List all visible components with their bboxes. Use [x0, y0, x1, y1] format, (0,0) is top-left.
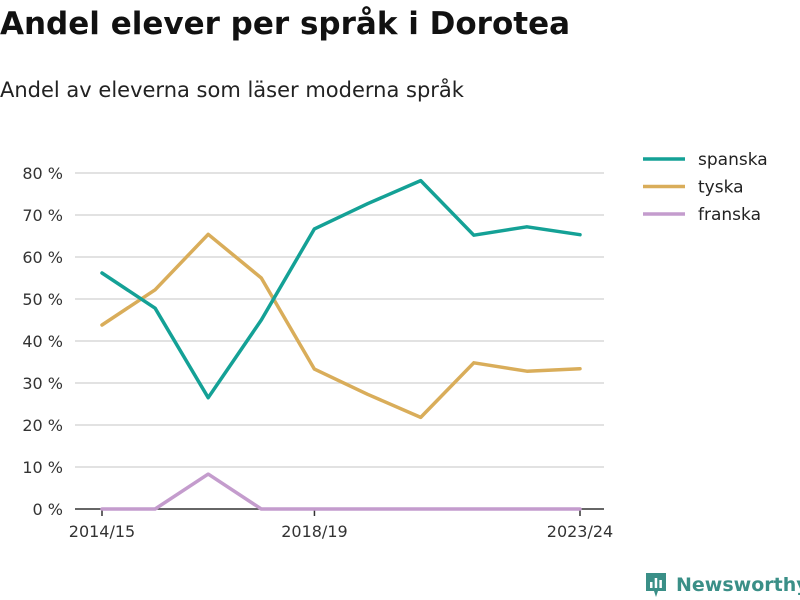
series-line-franska [100, 472, 582, 511]
y-tick-label: 20 % [22, 416, 63, 435]
y-tick-label: 0 % [33, 500, 63, 519]
chart-subtitle: Andel av eleverna som läser moderna språ… [0, 78, 464, 102]
y-tick-label: 80 % [22, 164, 63, 183]
series-line-spanska [100, 178, 582, 400]
y-tick-label: 60 % [22, 248, 63, 267]
newsworthy-icon [646, 573, 666, 597]
y-tick-label: 70 % [22, 206, 63, 225]
series-lines [100, 178, 582, 511]
y-tick-label: 50 % [22, 290, 63, 309]
x-tick-label: 2018/19 [281, 522, 347, 541]
y-tick-label: 40 % [22, 332, 63, 351]
brand-name: Newsworthy [676, 574, 800, 596]
y-tick-label: 10 % [22, 458, 63, 477]
legend-label-franska: franska [698, 205, 761, 225]
x-tick-label: 2014/15 [69, 522, 135, 541]
x-tick-label: 2023/24 [547, 522, 613, 541]
y-tick-label: 30 % [22, 374, 63, 393]
newsworthy-logo: Newsworthy [644, 570, 800, 600]
legend-label-tyska: tyska [698, 178, 744, 198]
x-axis: 2014/15 2018/19 2023/24 [69, 508, 613, 541]
gridlines [75, 172, 604, 468]
y-axis-labels: 0 % 10 % 20 % 30 % 40 % 50 % 60 % 70 % 80 % [22, 164, 63, 519]
series-line-tyska [100, 232, 582, 420]
legend-label-spanska: spanska [698, 150, 768, 170]
chart-title: Andel elever per språk i Dorotea [0, 6, 571, 42]
legend: spanska tyska franska [643, 150, 768, 225]
